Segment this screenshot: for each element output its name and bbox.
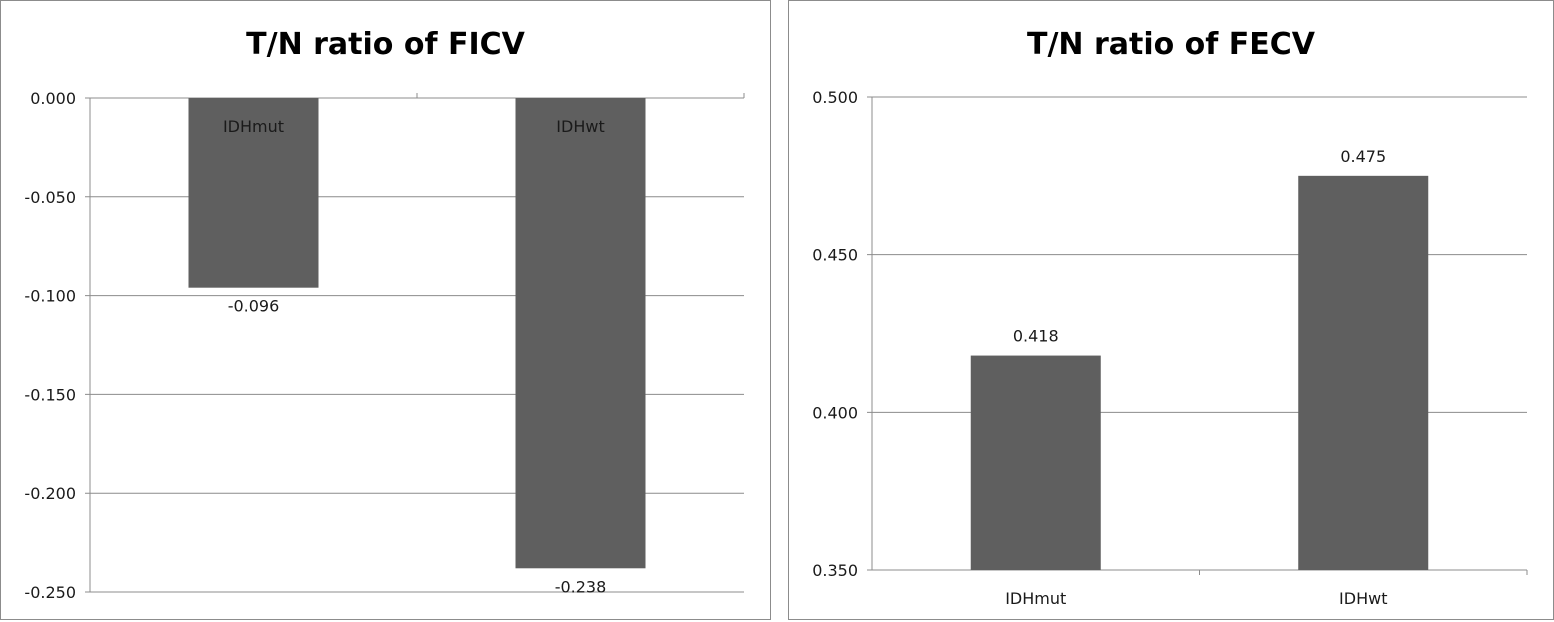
- bar-idhmut: [188, 98, 319, 288]
- y-tick-label: 0.500: [812, 88, 858, 107]
- data-label: -0.238: [555, 577, 607, 596]
- category-label: IDHwt: [1339, 589, 1387, 608]
- bar-idhwt: [515, 98, 646, 569]
- y-tick-label: -0.150: [24, 385, 76, 404]
- y-tick-label: -0.250: [24, 583, 76, 602]
- chart-panel-ficv: T/N ratio of FICV 0.000 -0.050 -0.100 -0.15…: [0, 0, 771, 620]
- y-tick-label: -0.200: [24, 484, 76, 503]
- category-label: IDHmut: [223, 117, 284, 136]
- bar-idhwt: [1298, 175, 1429, 571]
- category-label: IDHwt: [556, 117, 604, 136]
- bar-chart-fecv: 0.500 0.450 0.400 0.350 0.418 IDHmut 0.475 IDHw…: [812, 88, 1528, 608]
- category-label: IDHmut: [1005, 589, 1066, 608]
- y-tick-label: -0.100: [24, 287, 76, 306]
- y-tick-label: 0.450: [812, 246, 858, 265]
- y-tick-label: -0.050: [24, 188, 76, 207]
- y-tick-label: 0.400: [812, 403, 858, 422]
- data-label: 0.418: [1013, 327, 1059, 346]
- bar-idhmut: [970, 355, 1101, 570]
- chart-panel-fecv: T/N ratio of FECV 0.500 0.450 0.400 0.350 0.…: [788, 0, 1554, 620]
- chart-title: T/N ratio of FECV: [1026, 27, 1316, 62]
- data-label: 0.475: [1340, 147, 1386, 166]
- y-tick-label: 0.350: [812, 561, 858, 580]
- bar-chart-ficv: 0.000 -0.050 -0.100 -0.150 -0.200 -0.250 -0.09…: [24, 89, 745, 602]
- y-tick-label: 0.000: [30, 89, 76, 108]
- chart-title: T/N ratio of FICV: [246, 27, 525, 62]
- data-label: -0.096: [228, 297, 280, 316]
